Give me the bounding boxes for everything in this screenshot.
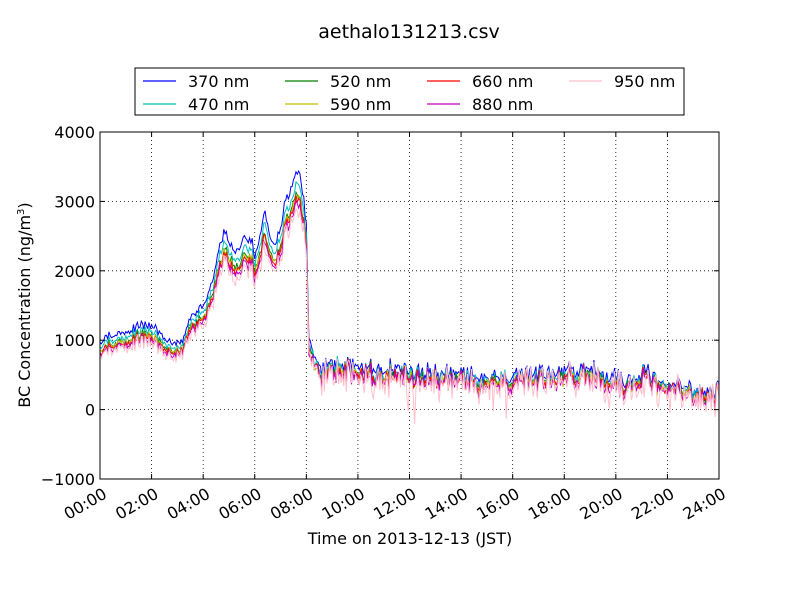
y-axis-label-superscript: 3: [16, 209, 27, 215]
legend-label: 660 nm: [472, 72, 533, 91]
legend-label: 950 nm: [614, 72, 675, 91]
y-axis-label: BC Concentration (ng/m3): [15, 202, 34, 407]
legend-label: 880 nm: [472, 95, 533, 114]
chart-title: aethalo131213.csv: [318, 21, 500, 43]
y-axis-label-main: BC Concentration (ng/m: [15, 215, 34, 408]
legend: 370 nm 470 nm 520 nm 590 nm 660 nm 880 nm 950 …: [134, 67, 685, 116]
legend-label: 520 nm: [330, 72, 391, 91]
legend-label: 470 nm: [188, 95, 249, 114]
y-tick-label: 2000: [54, 262, 95, 281]
y-tick-label: 0: [85, 401, 95, 420]
series-line: [100, 207, 719, 424]
legend-label: 590 nm: [330, 95, 391, 114]
y-tick-labels: −1000 0 1000 2000 3000 4000: [41, 123, 95, 489]
y-tick-label: 3000: [54, 192, 95, 211]
y-tick-label: 4000: [54, 123, 95, 142]
series-line: [100, 180, 719, 401]
legend-label: 370 nm: [188, 72, 249, 91]
y-tick-label: 1000: [54, 331, 95, 350]
y-axis-label-close: ): [15, 202, 34, 208]
x-axis-label: Time on 2013-12-13 (JST): [307, 529, 512, 548]
axis-ticks: [99, 131, 720, 480]
y-tick-label: −1000: [41, 470, 95, 489]
legend-box: [134, 67, 685, 116]
series-lines: [100, 169, 719, 424]
